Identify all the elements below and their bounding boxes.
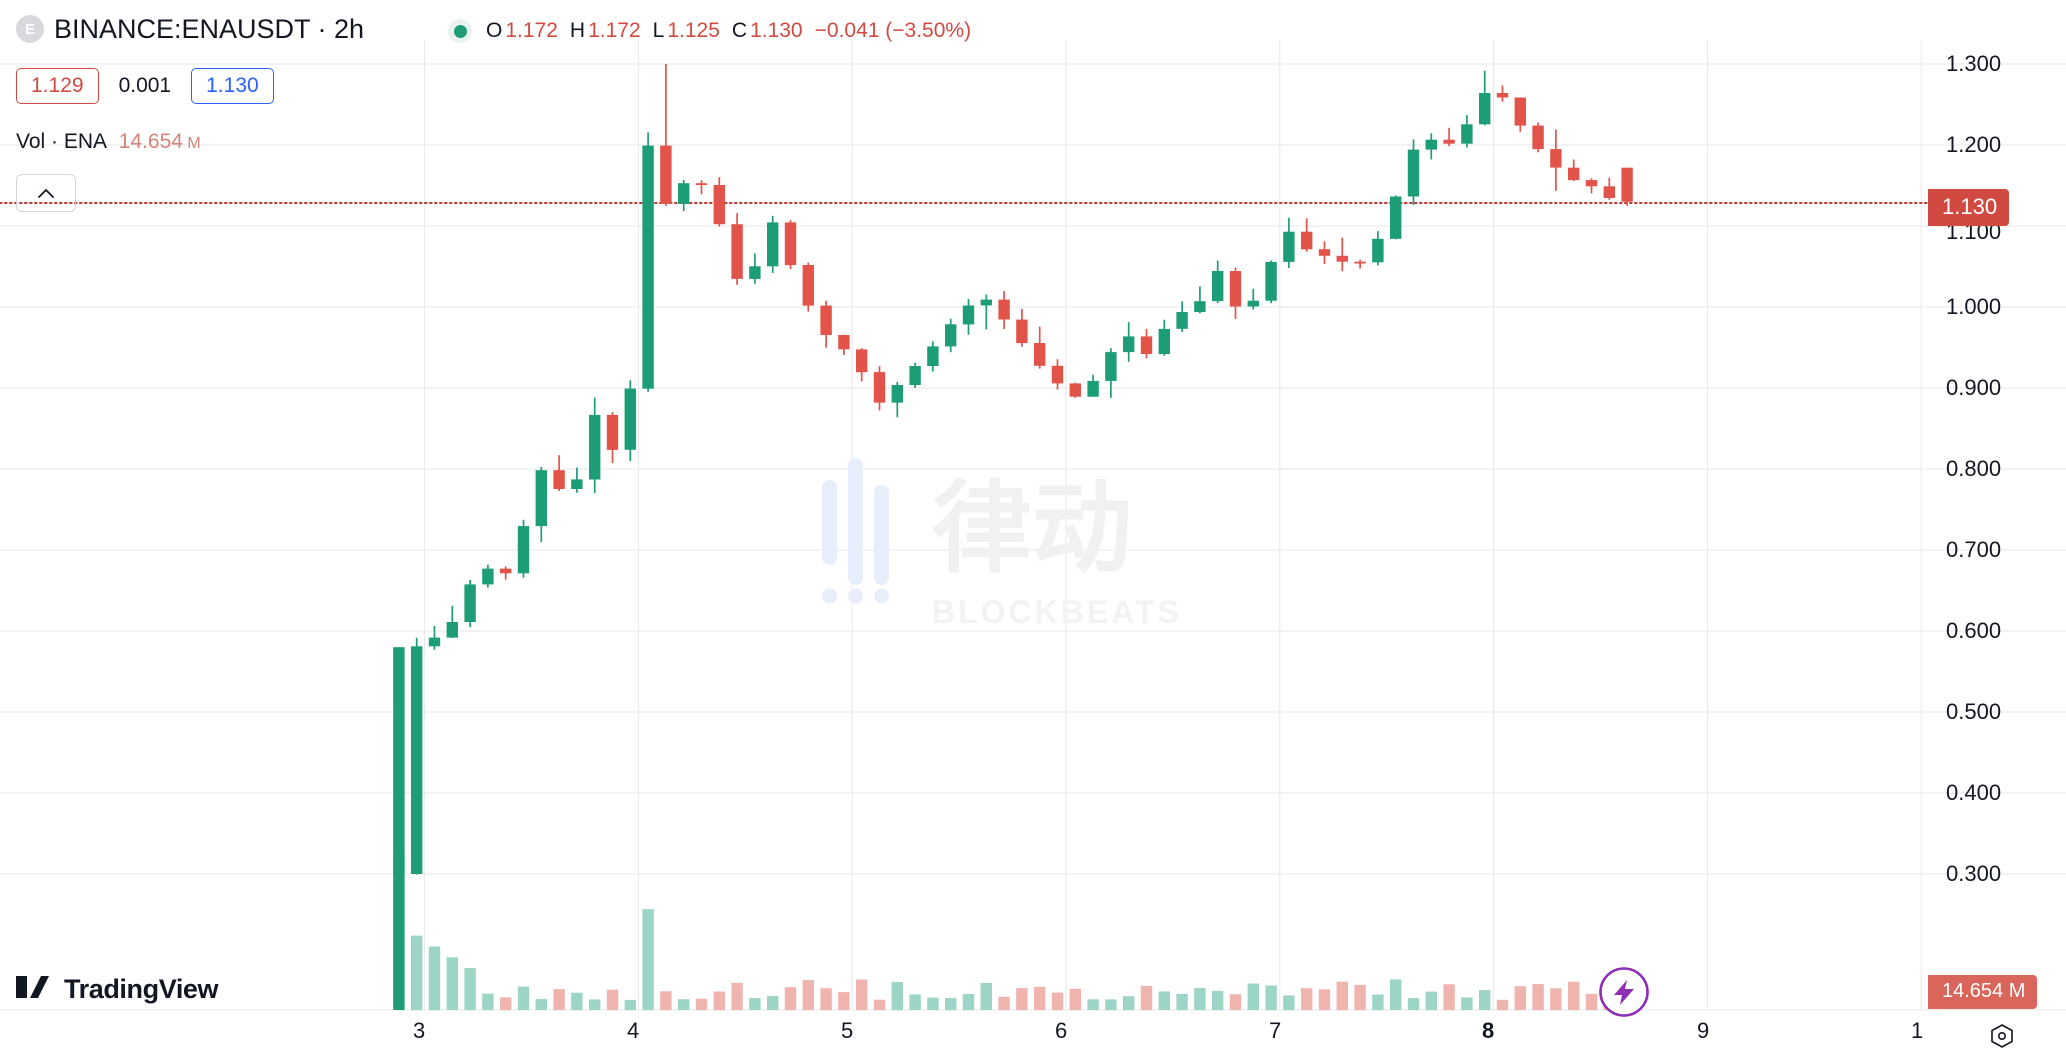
svg-text:律动: 律动 [932, 473, 1132, 585]
svg-text:BLOCKBEATS: BLOCKBEATS [932, 594, 1182, 630]
